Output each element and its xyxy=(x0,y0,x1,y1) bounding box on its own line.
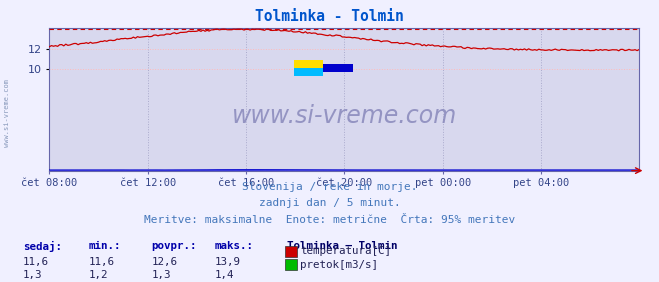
Text: 11,6: 11,6 xyxy=(23,257,49,266)
Text: 1,2: 1,2 xyxy=(89,270,109,280)
Text: Tolminka – Tolmin: Tolminka – Tolmin xyxy=(287,241,397,251)
Text: povpr.:: povpr.: xyxy=(152,241,197,251)
Text: temperatura[C]: temperatura[C] xyxy=(300,246,391,256)
Text: 13,9: 13,9 xyxy=(214,257,240,266)
Text: Tolminka - Tolmin: Tolminka - Tolmin xyxy=(255,9,404,24)
Text: Slovenija / reke in morje.: Slovenija / reke in morje. xyxy=(242,182,417,192)
FancyBboxPatch shape xyxy=(324,64,353,72)
Text: 12,6: 12,6 xyxy=(152,257,177,266)
Text: Meritve: maksimalne  Enote: metrične  Črta: 95% meritev: Meritve: maksimalne Enote: metrične Črta… xyxy=(144,215,515,224)
Text: 1,3: 1,3 xyxy=(152,270,171,280)
Text: pretok[m3/s]: pretok[m3/s] xyxy=(300,260,378,270)
Text: zadnji dan / 5 minut.: zadnji dan / 5 minut. xyxy=(258,198,401,208)
Text: sedaj:: sedaj: xyxy=(23,241,62,252)
Text: 1,3: 1,3 xyxy=(23,270,43,280)
Text: maks.:: maks.: xyxy=(214,241,253,251)
Text: min.:: min.: xyxy=(89,241,121,251)
Text: 11,6: 11,6 xyxy=(89,257,115,266)
Text: 1,4: 1,4 xyxy=(214,270,234,280)
Text: www.si-vreme.com: www.si-vreme.com xyxy=(3,79,10,147)
FancyBboxPatch shape xyxy=(294,68,324,76)
Text: www.si-vreme.com: www.si-vreme.com xyxy=(232,105,457,129)
FancyBboxPatch shape xyxy=(294,60,324,68)
